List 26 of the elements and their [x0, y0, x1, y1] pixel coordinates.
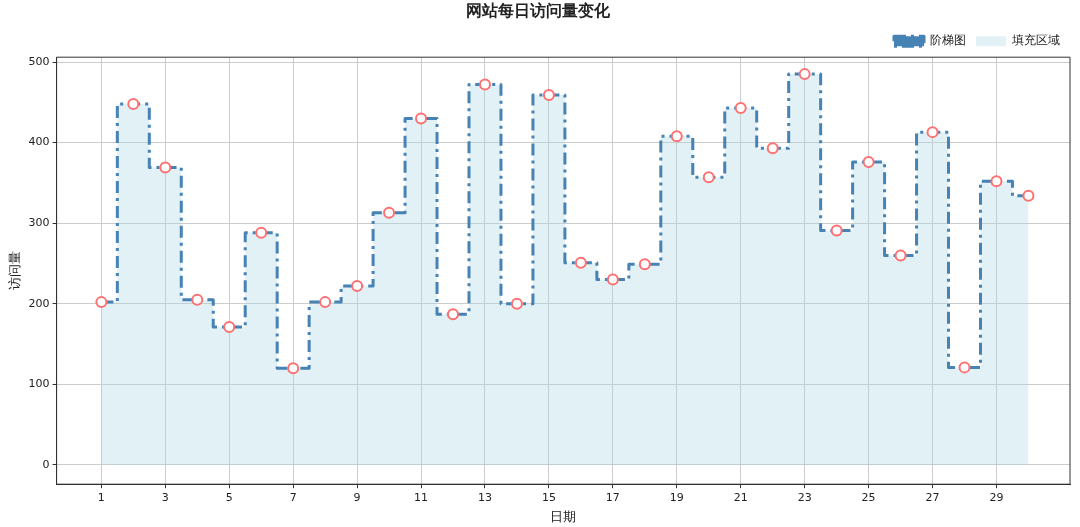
x-tick-label: 3 — [161, 490, 169, 504]
x-tick-label: 1 — [97, 490, 105, 504]
x-tick-label: 15 — [541, 490, 556, 504]
x-tick-label: 13 — [477, 490, 492, 504]
chart-title: 网站每日访问量变化 — [466, 0, 611, 20]
x-axis-title: 日期 — [550, 508, 577, 524]
x-tick-label: 11 — [414, 490, 429, 504]
x-tick-label: 23 — [797, 490, 812, 504]
x-tick-label: 9 — [353, 490, 361, 504]
y-tick-label: 500 — [28, 54, 50, 68]
y-tick-label: 400 — [28, 135, 50, 149]
legend-label: 阶梯图 — [930, 33, 966, 48]
legend-label: 填充区域 — [1011, 33, 1060, 48]
y-tick-label: 200 — [28, 296, 50, 310]
x-tick-label: 25 — [861, 490, 876, 504]
y-tick-label: 100 — [28, 377, 50, 391]
y-tick-label: 300 — [28, 216, 50, 230]
x-tick-label: 29 — [989, 490, 1004, 504]
x-tick-label: 21 — [733, 490, 748, 504]
x-tick-label: 17 — [605, 490, 620, 504]
y-tick-label: 0 — [42, 457, 50, 471]
x-tick-label: 27 — [925, 490, 940, 504]
x-tick-label: 19 — [669, 490, 684, 504]
x-tick-label: 5 — [225, 490, 233, 504]
x-tick-label: 7 — [289, 490, 297, 504]
y-axis-title: 访问量 — [7, 251, 23, 291]
